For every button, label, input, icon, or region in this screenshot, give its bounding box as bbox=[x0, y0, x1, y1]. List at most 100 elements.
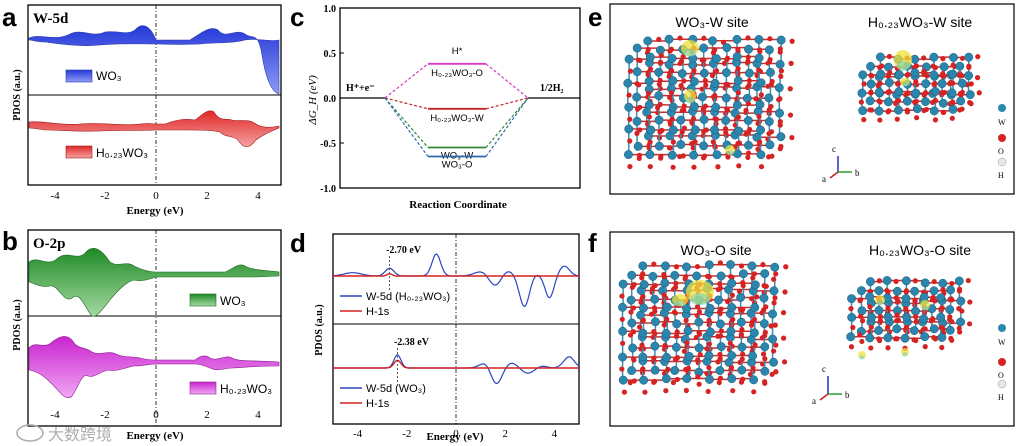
oxygen-atom bbox=[861, 117, 867, 123]
oxygen-atom bbox=[885, 305, 891, 311]
tungsten-atom bbox=[919, 314, 929, 324]
tungsten-atom bbox=[733, 76, 743, 86]
tungsten-atom bbox=[627, 318, 637, 328]
tungsten-atom bbox=[633, 141, 643, 151]
tungsten-atom bbox=[893, 105, 903, 115]
oxygen-atom bbox=[639, 275, 645, 281]
oxygen-atom bbox=[924, 73, 930, 79]
oxygen-atom bbox=[950, 80, 956, 86]
oxygen-atom bbox=[715, 164, 721, 170]
watermark-logo-icon bbox=[16, 424, 44, 442]
panel-f-right-title: H₀.₂₃WO₃-O site bbox=[869, 242, 971, 258]
tungsten-atom bbox=[911, 88, 921, 98]
tungsten-atom bbox=[748, 351, 757, 361]
oxygen-atom bbox=[712, 92, 718, 99]
oxygen-atom bbox=[717, 375, 724, 381]
oxygen-atom bbox=[706, 341, 712, 347]
oxygen-atom bbox=[876, 278, 883, 284]
panel-d-xtick: 2 bbox=[502, 428, 508, 440]
oxygen-atom bbox=[706, 317, 712, 323]
tungsten-atom bbox=[732, 100, 742, 110]
oxygen-atom bbox=[752, 342, 758, 348]
oxygen-atom bbox=[707, 370, 713, 376]
oxygen-atom bbox=[932, 117, 939, 123]
panel-c-connector bbox=[384, 97, 429, 148]
panel-b-legend-bottom: H₀.₂₃WO₃ bbox=[220, 382, 272, 396]
oxygen-atom bbox=[619, 293, 625, 299]
tungsten-atom bbox=[900, 333, 910, 343]
oxygen-atom bbox=[758, 164, 765, 170]
oxygen-atom bbox=[619, 316, 625, 322]
oxygen-atom bbox=[681, 103, 687, 109]
tungsten-atom bbox=[768, 334, 778, 344]
oxygen-atom bbox=[651, 305, 658, 311]
tungsten-atom bbox=[865, 292, 875, 302]
oxygen-atom bbox=[885, 324, 891, 330]
tungsten-atom bbox=[699, 141, 709, 151]
oxygen-atom bbox=[743, 107, 749, 113]
tungsten-atom bbox=[694, 317, 704, 327]
oxygen-atom bbox=[657, 59, 664, 65]
oxygen-atom bbox=[670, 139, 676, 145]
tick: -2 bbox=[100, 409, 109, 421]
oxygen-atom bbox=[781, 359, 788, 365]
tungsten-atom bbox=[722, 43, 732, 53]
panel-letter-b: b bbox=[2, 226, 18, 256]
tungsten-atom bbox=[716, 342, 726, 352]
oxygen-atom bbox=[637, 57, 643, 64]
tungsten-atom bbox=[623, 150, 633, 160]
tungsten-atom bbox=[756, 78, 766, 88]
tungsten-atom bbox=[638, 261, 648, 271]
oxygen-atom bbox=[736, 163, 742, 169]
oxygen-atom bbox=[911, 337, 917, 343]
oxygen-atom bbox=[627, 380, 633, 386]
tungsten-atom bbox=[939, 62, 949, 72]
legend-w: W bbox=[998, 118, 1006, 127]
tick: -4 bbox=[50, 190, 60, 202]
tungsten-atom bbox=[866, 61, 876, 71]
panel-d-annotation: -2.38 eV bbox=[394, 337, 430, 348]
oxygen-atom bbox=[912, 278, 918, 284]
tungsten-atom bbox=[945, 305, 955, 315]
oxygen-atom bbox=[760, 351, 767, 357]
oxygen-atom bbox=[939, 305, 945, 311]
oxygen-atom bbox=[697, 351, 703, 358]
oxygen-atom bbox=[745, 150, 752, 156]
tungsten-atom bbox=[921, 97, 930, 107]
panel-a-h023wo3-curve bbox=[28, 110, 280, 148]
panel-a-legend-swatch-bottom bbox=[65, 145, 93, 159]
tungsten-atom bbox=[684, 351, 694, 361]
oxygen-atom bbox=[894, 312, 900, 318]
tungsten-atom bbox=[727, 374, 737, 384]
oxygen-atom bbox=[750, 275, 756, 281]
oxygen-atom bbox=[740, 351, 746, 357]
oxygen-atom bbox=[848, 344, 855, 350]
tungsten-atom bbox=[744, 68, 754, 78]
charge-density bbox=[859, 355, 865, 360]
oxygen-atom bbox=[903, 289, 909, 295]
oxygen-atom bbox=[627, 116, 633, 122]
oxygen-atom bbox=[717, 355, 723, 362]
tungsten-atom bbox=[759, 293, 769, 303]
oxygen-atom bbox=[959, 73, 965, 79]
tungsten-atom bbox=[910, 286, 920, 296]
oxygen-atom bbox=[912, 297, 918, 303]
tungsten-atom bbox=[874, 87, 884, 97]
tungsten-atom bbox=[760, 366, 770, 376]
oxygen-atom bbox=[681, 125, 687, 131]
oxygen-atom bbox=[627, 138, 633, 144]
oxygen-atom bbox=[735, 65, 741, 72]
oxygen-atom bbox=[685, 365, 691, 371]
tungsten-atom bbox=[638, 352, 648, 362]
panel-a-ylabel: PDOS (a.u.) bbox=[12, 69, 23, 120]
oxygen-atom bbox=[718, 333, 724, 339]
panel-b-legend-swatch-top bbox=[189, 293, 217, 307]
oxygen-atom bbox=[640, 271, 646, 277]
oxygen-atom bbox=[968, 81, 974, 87]
panel-c-ytick: 0.0 bbox=[324, 94, 337, 105]
tungsten-atom bbox=[689, 77, 699, 87]
oxygen-atom bbox=[770, 348, 777, 354]
tungsten-atom bbox=[894, 70, 904, 80]
oxygen-atom bbox=[947, 314, 953, 320]
oxygen-atom bbox=[732, 122, 738, 128]
